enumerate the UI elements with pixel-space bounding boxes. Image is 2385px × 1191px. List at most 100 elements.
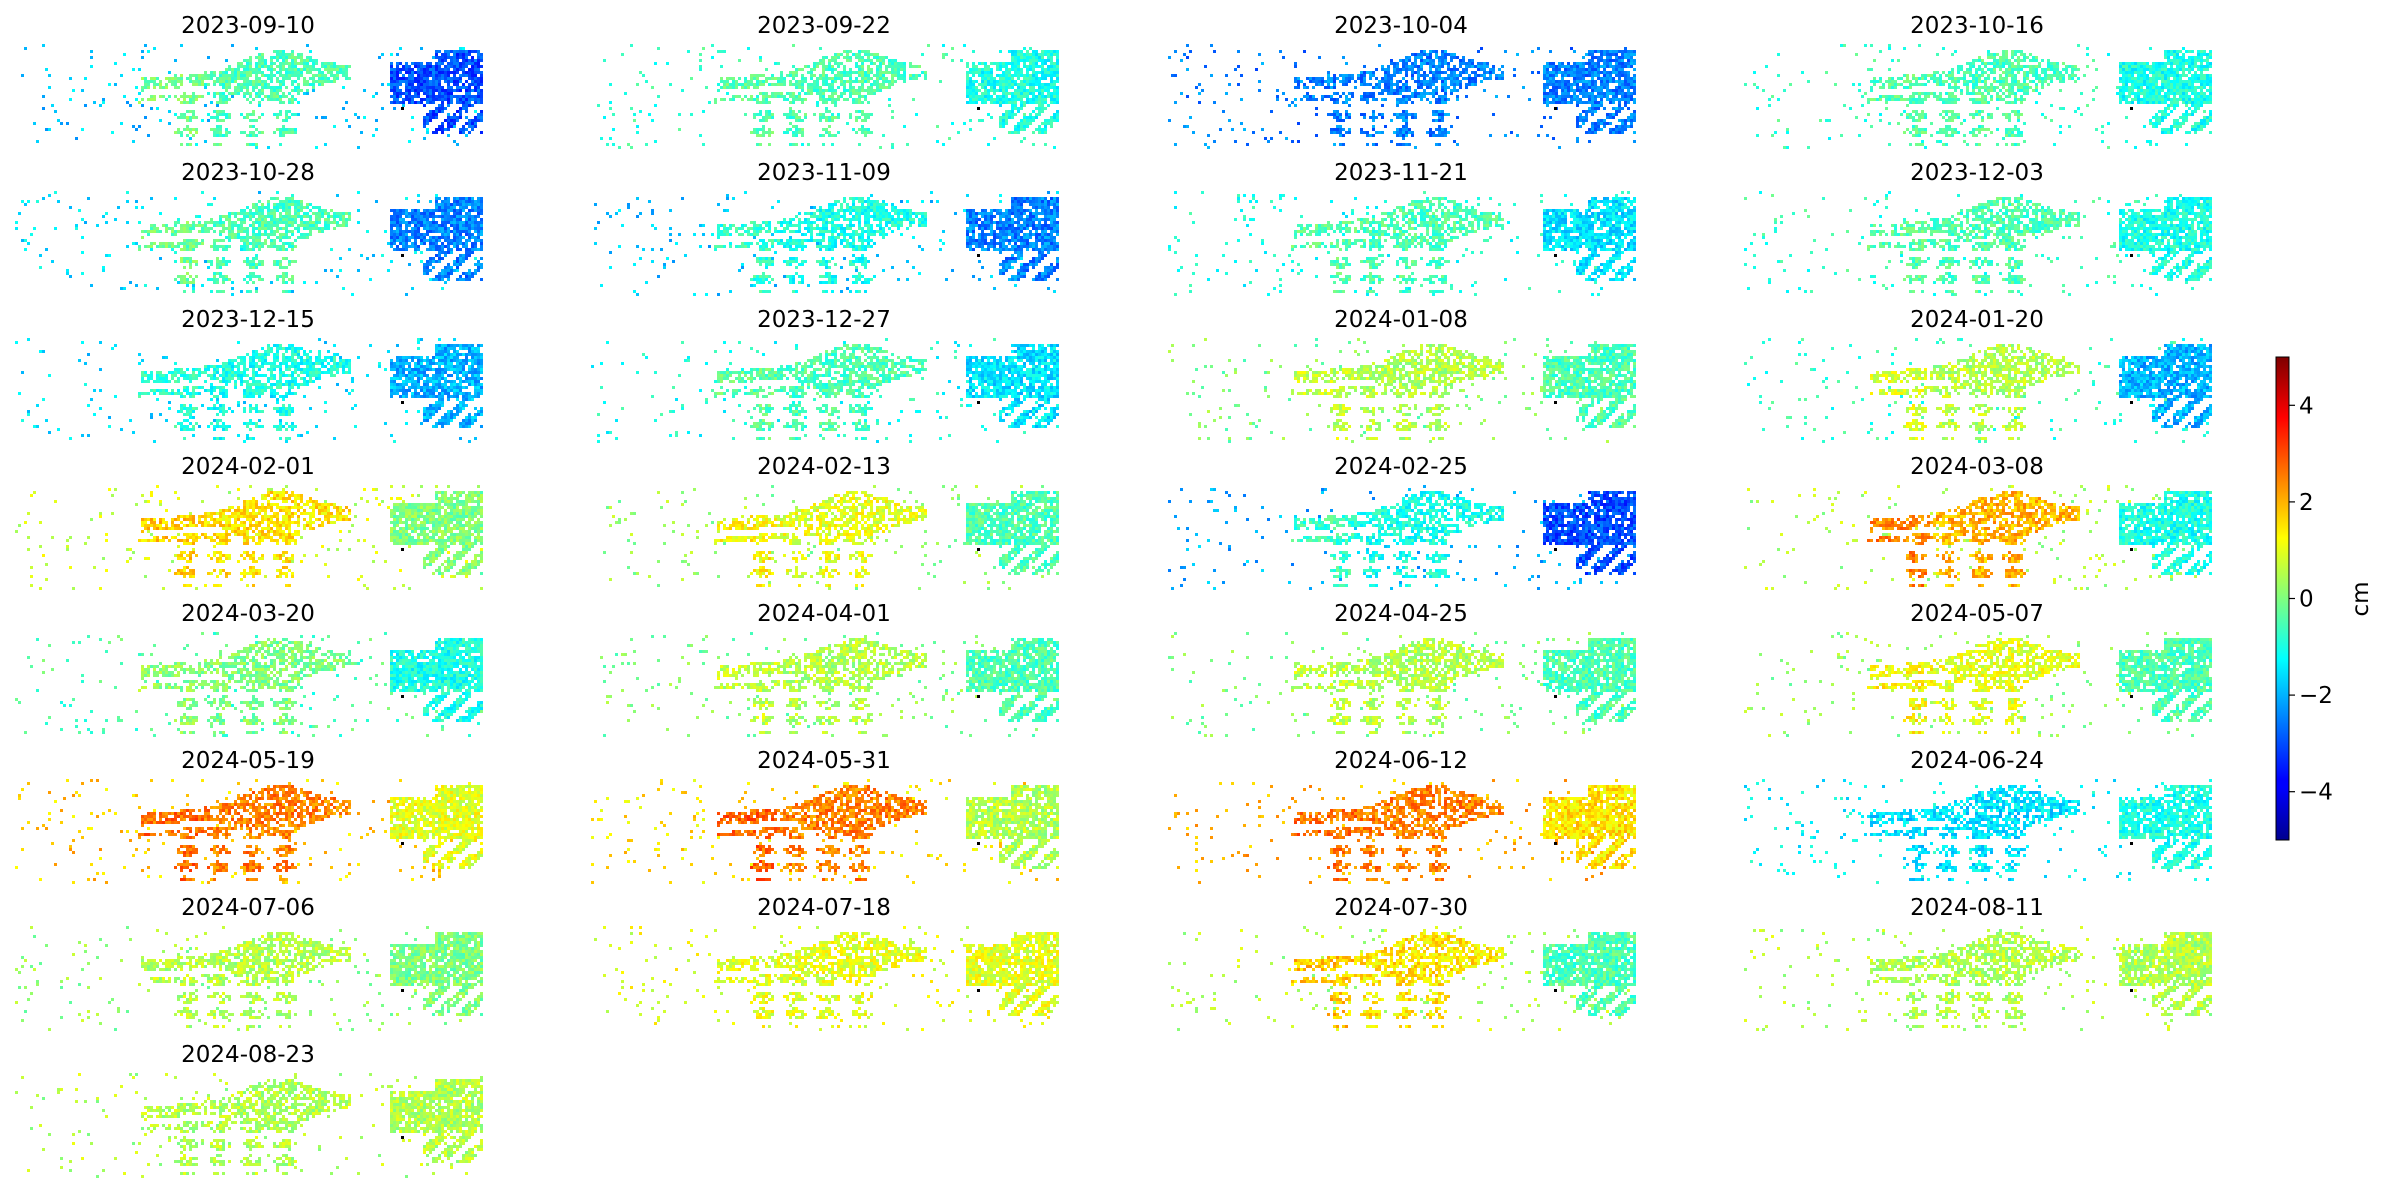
panel-title: 2024-07-18 [757, 895, 891, 921]
reference-point-marker [401, 401, 404, 404]
panel-2024-05-07: 2024-05-07 [1744, 601, 2212, 737]
reference-point-marker [977, 254, 980, 257]
panel-title: 2024-06-24 [1910, 748, 2044, 774]
reference-point-marker [401, 1136, 404, 1139]
reference-point-marker [401, 107, 404, 110]
displacement-map [1168, 779, 1636, 884]
panel-title: 2023-11-21 [1334, 160, 1468, 186]
panel-2024-01-20: 2024-01-20 [1744, 307, 2212, 443]
colorbar-ticks: 4 2 0 −2 −4 [2289, 393, 2333, 805]
reference-point-marker [1554, 548, 1557, 551]
panel-2023-11-21: 2023-11-21 [1168, 160, 1636, 296]
displacement-map [603, 485, 1059, 590]
panel-title: 2024-01-08 [1334, 307, 1468, 333]
panel-2024-08-23: 2024-08-23 [15, 1042, 483, 1178]
displacement-map [1744, 632, 2212, 737]
panel-2023-10-16: 2023-10-16 [1744, 13, 2212, 149]
panel-title: 2024-01-20 [1910, 307, 2044, 333]
panel-2024-02-13: 2024-02-13 [603, 454, 1059, 590]
panel-2023-12-27: 2023-12-27 [591, 307, 1059, 443]
reference-point-marker [2130, 989, 2133, 992]
panel-title: 2024-04-25 [1334, 601, 1468, 627]
panel-2024-05-31: 2024-05-31 [591, 748, 1059, 884]
panel-title: 2024-06-12 [1334, 748, 1468, 774]
panel-title: 2023-10-28 [181, 160, 315, 186]
displacement-map [1744, 338, 2212, 443]
panel-title: 2024-05-31 [757, 748, 891, 774]
displacement-map [597, 44, 1059, 149]
reference-point-marker [401, 695, 404, 698]
panel-title: 2023-10-04 [1334, 13, 1468, 39]
reference-point-marker [2130, 695, 2133, 698]
displacement-map [1744, 926, 2212, 1031]
reference-point-marker [977, 989, 980, 992]
reference-point-marker [1554, 401, 1557, 404]
panel-title: 2023-12-03 [1910, 160, 2044, 186]
reference-point-marker [401, 842, 404, 845]
panel-2024-04-01: 2024-04-01 [600, 601, 1059, 737]
colorbar: 4 2 0 −2 −4 cm [2276, 357, 2374, 840]
panel-title: 2024-03-08 [1910, 454, 2044, 480]
reference-point-marker [2130, 548, 2133, 551]
displacement-map [1168, 338, 1636, 443]
panel-2023-10-28: 2023-10-28 [15, 160, 483, 296]
displacement-map [1744, 191, 2212, 296]
colorbar-tick-label: 4 [2299, 393, 2314, 419]
panel-grid: 2023-09-10 2023-09-22 2023-10-04 2023-10-16… [15, 13, 2212, 1178]
panel-2024-03-20: 2024-03-20 [15, 601, 483, 737]
displacement-map [15, 779, 483, 884]
panel-2024-02-01: 2024-02-01 [15, 454, 483, 590]
panel-title: 2024-02-01 [181, 454, 315, 480]
colorbar-tick-label: −4 [2299, 780, 2333, 806]
displacement-map [591, 779, 1059, 884]
displacement-map [1168, 926, 1636, 1031]
panel-title: 2023-09-22 [757, 13, 891, 39]
displacement-map [21, 44, 483, 149]
reference-point-marker [977, 548, 980, 551]
reference-point-marker [2130, 254, 2133, 257]
panel-2024-03-08: 2024-03-08 [1744, 454, 2212, 590]
displacement-map [1168, 44, 1636, 149]
reference-point-marker [977, 107, 980, 110]
reference-point-marker [1554, 695, 1557, 698]
reference-point-marker [977, 401, 980, 404]
panel-2023-11-09: 2023-11-09 [594, 160, 1059, 296]
colorbar-tick-label: 2 [2299, 490, 2314, 516]
panel-2024-08-11: 2024-08-11 [1744, 895, 2212, 1031]
panel-title: 2024-07-06 [181, 895, 315, 921]
reference-point-marker [2130, 842, 2133, 845]
panel-2023-12-03: 2023-12-03 [1744, 160, 2212, 296]
displacement-map [600, 632, 1059, 737]
colorbar-tick-label: −2 [2299, 683, 2333, 709]
panel-2023-09-22: 2023-09-22 [597, 13, 1059, 149]
displacement-map [1168, 485, 1636, 590]
panel-2024-02-25: 2024-02-25 [1168, 454, 1636, 590]
panel-title: 2023-10-16 [1910, 13, 2044, 39]
displacement-map [1744, 485, 2212, 590]
reference-point-marker [401, 548, 404, 551]
colorbar-tick-label: 0 [2299, 587, 2314, 613]
panel-2024-06-24: 2024-06-24 [1744, 748, 2212, 884]
panel-2023-12-15: 2023-12-15 [15, 307, 483, 443]
displacement-map [594, 191, 1059, 296]
displacement-map [15, 338, 483, 443]
reference-point-marker [1554, 842, 1557, 845]
panel-2024-06-12: 2024-06-12 [1168, 748, 1636, 884]
colorbar-gradient [2276, 357, 2289, 840]
displacement-map [15, 485, 483, 590]
displacement-map [1168, 191, 1636, 296]
panel-2024-07-06: 2024-07-06 [15, 895, 483, 1031]
panel-2024-07-30: 2024-07-30 [1168, 895, 1636, 1031]
panel-2024-07-18: 2024-07-18 [594, 895, 1059, 1031]
panel-2023-10-04: 2023-10-04 [1168, 13, 1636, 149]
panel-title: 2024-08-23 [181, 1042, 315, 1068]
panel-title: 2024-08-11 [1910, 895, 2044, 921]
displacement-map [594, 926, 1059, 1031]
panel-title: 2023-11-09 [757, 160, 891, 186]
reference-point-marker [1554, 989, 1557, 992]
reference-point-marker [2130, 107, 2133, 110]
colorbar-label: cm [2348, 581, 2374, 616]
reference-point-marker [1554, 254, 1557, 257]
panel-title: 2023-09-10 [181, 13, 315, 39]
reference-point-marker [401, 989, 404, 992]
